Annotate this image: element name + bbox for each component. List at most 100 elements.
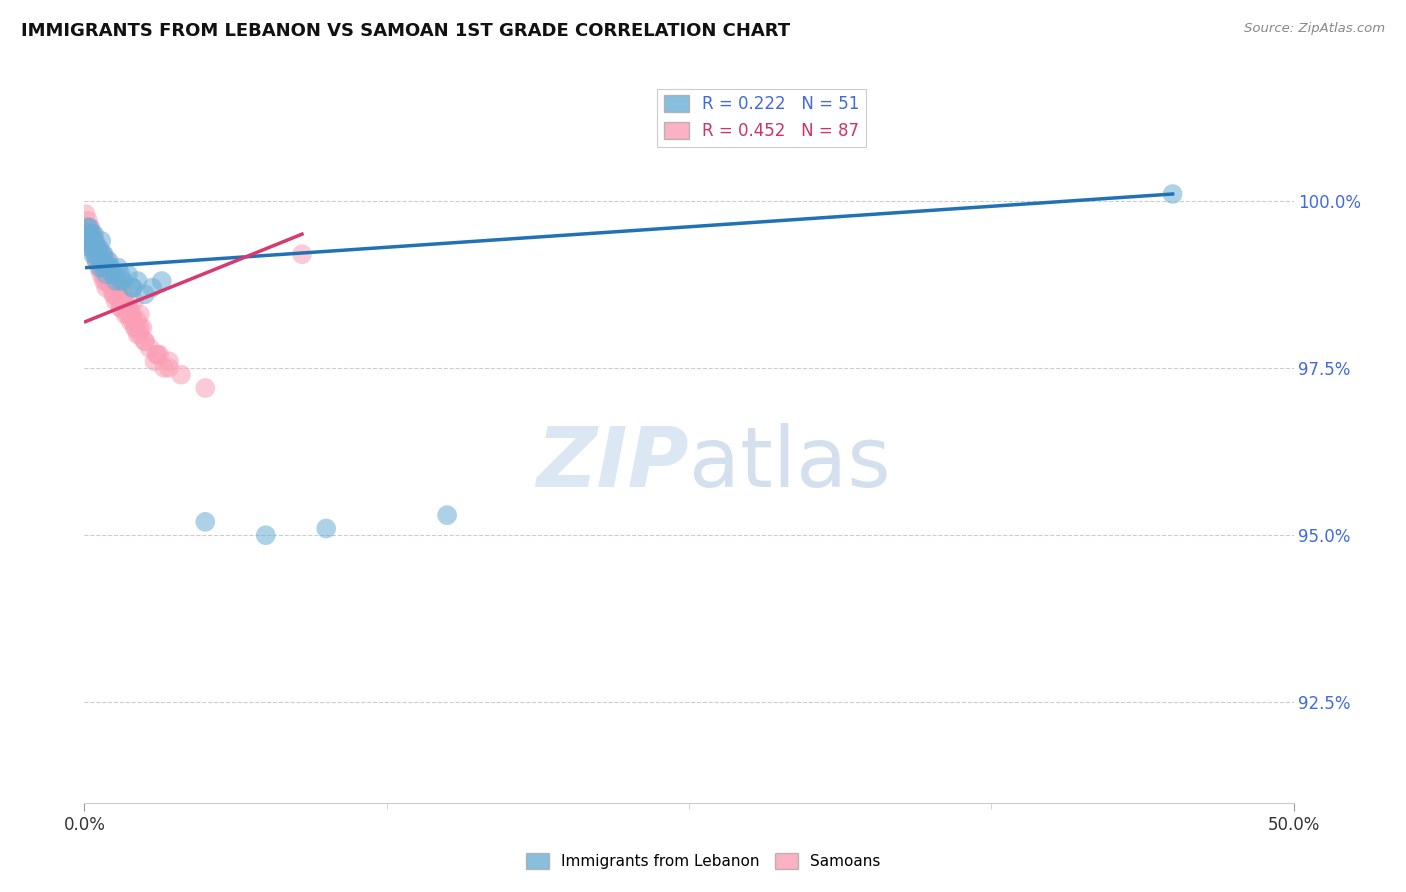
Point [83,227,105,241]
Point [93,274,115,288]
Point [104,274,127,288]
Point [89,247,111,261]
Point [82,240,104,254]
Point [107,287,129,301]
Legend: R = 0.222   N = 51, R = 0.452   N = 87: R = 0.222 N = 51, R = 0.452 N = 87 [657,88,866,146]
Point [134,334,156,348]
Text: IMMIGRANTS FROM LEBANON VS SAMOAN 1ST GRADE CORRELATION CHART: IMMIGRANTS FROM LEBANON VS SAMOAN 1ST GR… [21,22,790,40]
Point [84,234,107,248]
Point [122,293,145,308]
Point [86,247,108,261]
Point [124,321,146,335]
Point [83,240,105,254]
Point [148,347,170,361]
Point [82,234,104,248]
Point [93,260,115,275]
Point [97,274,120,288]
Point [97,274,120,288]
Point [82,227,104,241]
Point [127,274,149,288]
Point [141,280,163,294]
Point [77,227,100,241]
Point [110,301,132,315]
Point [94,260,117,275]
Point [153,360,176,375]
Point [84,240,107,254]
Point [79,234,101,248]
Point [94,267,117,281]
Point [84,247,107,261]
Point [79,240,101,254]
Point [84,247,107,261]
Point [110,267,132,281]
Point [80,227,103,241]
Point [77,227,100,241]
Point [121,314,143,328]
Text: atlas: atlas [689,423,890,504]
Point [194,381,217,395]
Point [134,287,156,301]
Point [82,247,104,261]
Point [121,280,143,294]
Point [98,267,121,281]
Point [100,260,122,275]
Point [124,321,146,335]
Point [90,260,112,275]
Point [112,293,135,308]
Point [91,247,114,261]
Point [86,247,108,261]
Point [77,234,100,248]
Point [94,280,117,294]
Point [254,528,277,542]
Point [103,267,125,281]
Point [83,240,105,254]
Point [86,240,108,254]
Point [129,327,152,342]
Point [97,253,120,268]
Legend: Immigrants from Lebanon, Samoans: Immigrants from Lebanon, Samoans [520,847,886,875]
Point [94,260,117,275]
Point [87,253,110,268]
Text: ZIP: ZIP [536,423,689,504]
Point [117,308,139,322]
Point [120,308,142,322]
Point [77,220,100,235]
Point [103,267,125,281]
Point [91,253,114,268]
Point [89,260,111,275]
Point [103,287,125,301]
Point [104,293,127,308]
Point [112,274,135,288]
Point [118,301,141,315]
Point [1161,187,1184,202]
Point [90,234,112,248]
Point [436,508,458,523]
Point [91,247,114,261]
Point [110,274,132,288]
Point [291,247,314,261]
Point [86,240,108,254]
Point [77,220,100,235]
Point [80,234,103,248]
Point [90,253,112,268]
Point [121,280,143,294]
Point [83,234,105,248]
Point [90,267,112,281]
Point [96,253,118,268]
Point [86,253,108,268]
Point [194,515,217,529]
Point [80,227,103,241]
Point [150,274,173,288]
Point [104,280,127,294]
Point [134,334,156,348]
Point [129,308,152,322]
Point [77,227,100,241]
Point [120,314,142,328]
Text: Source: ZipAtlas.com: Source: ZipAtlas.com [1244,22,1385,36]
Point [112,293,135,308]
Point [127,327,149,342]
Point [107,260,129,275]
Point [87,240,110,254]
Point [77,234,100,248]
Point [93,247,115,261]
